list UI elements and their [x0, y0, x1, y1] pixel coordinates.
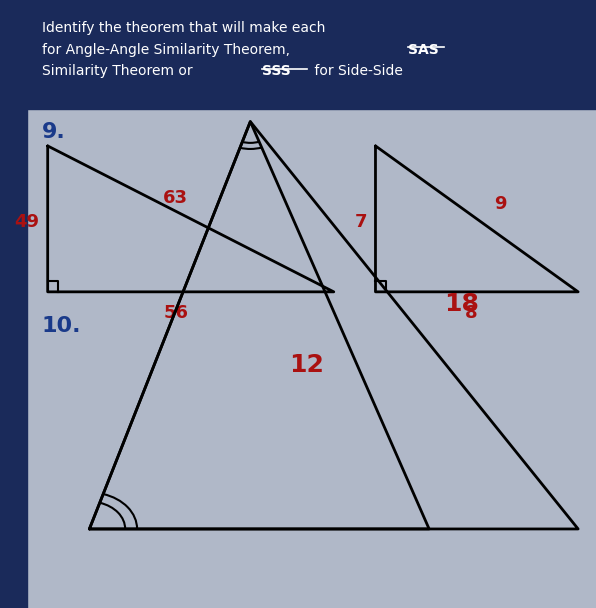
Text: 8: 8 [464, 304, 477, 322]
Text: 49: 49 [14, 213, 39, 231]
Text: SAS: SAS [408, 43, 439, 57]
Text: 18: 18 [445, 292, 479, 316]
Text: 63: 63 [163, 188, 188, 207]
Text: for Side-Side: for Side-Side [310, 64, 403, 78]
Text: 7: 7 [355, 213, 367, 231]
Text: 10.: 10. [42, 316, 81, 336]
Text: Similarity Theorem or: Similarity Theorem or [42, 64, 197, 78]
Text: 9: 9 [495, 195, 507, 213]
Text: 9.: 9. [42, 122, 66, 142]
Text: for Angle-Angle Similarity Theorem,: for Angle-Angle Similarity Theorem, [42, 43, 294, 57]
Text: 56: 56 [163, 304, 188, 322]
Text: 12: 12 [290, 353, 324, 377]
Text: SSS: SSS [262, 64, 291, 78]
Bar [0, 0, 27, 608]
Bar [0, 0, 596, 109]
Text: Identify the theorem that will make each: Identify the theorem that will make each [42, 21, 325, 35]
